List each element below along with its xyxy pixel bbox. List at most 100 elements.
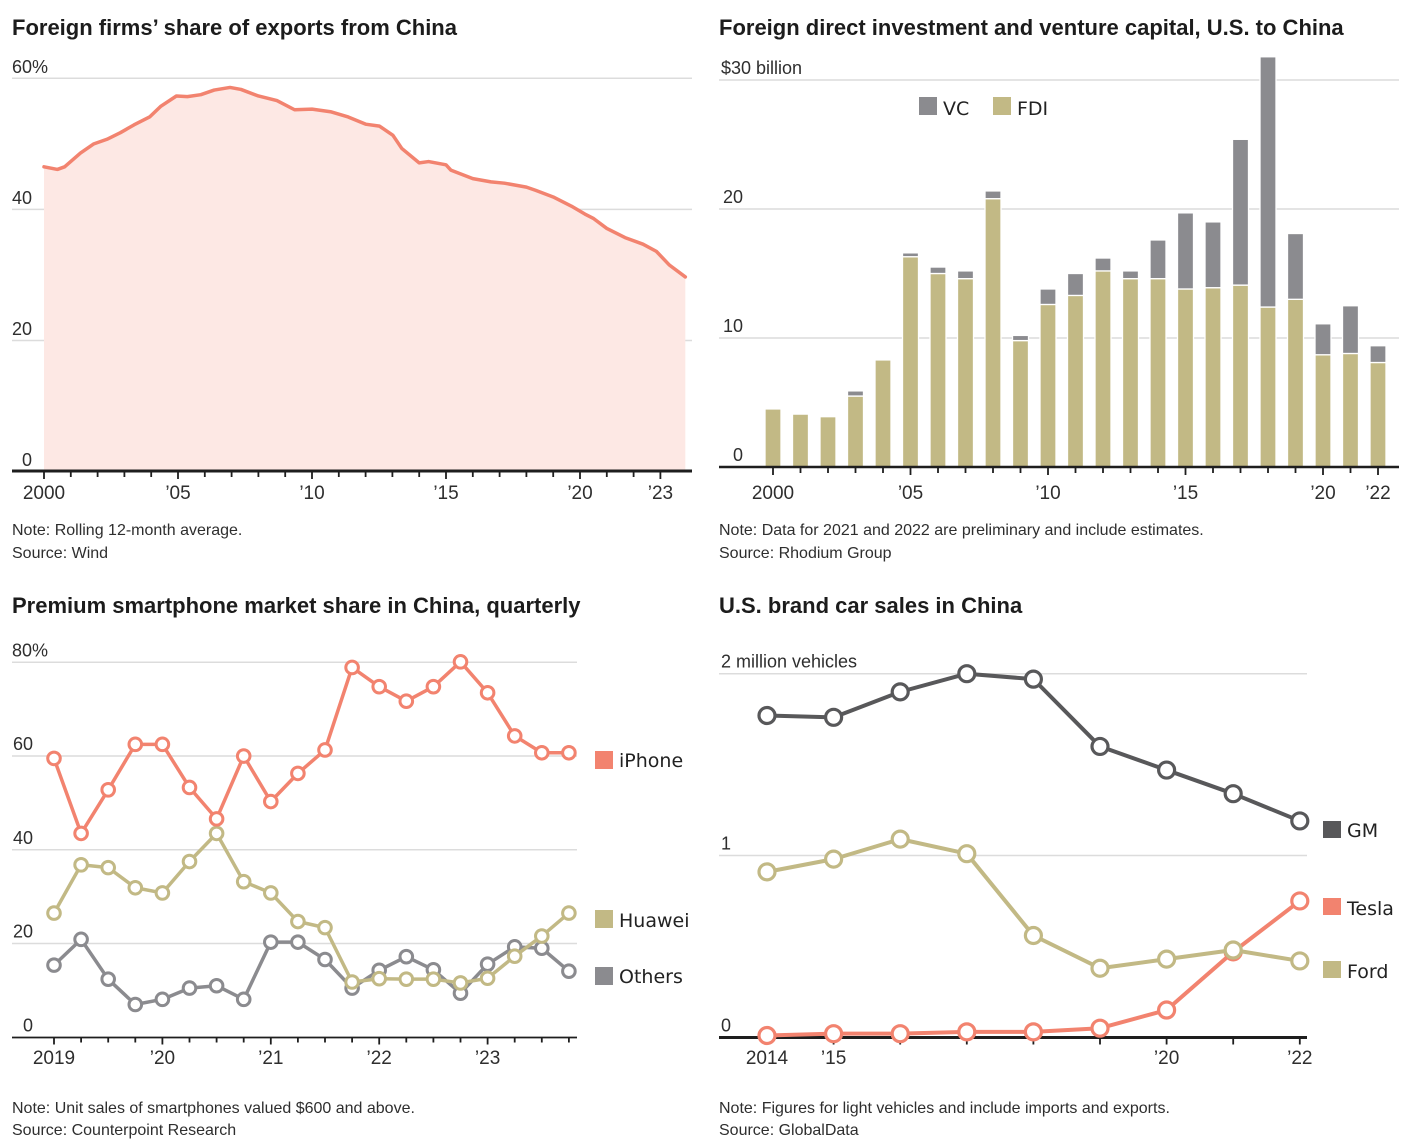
x-tick-label: ’23 bbox=[648, 483, 673, 504]
data-point-others bbox=[479, 956, 496, 972]
bar-vc bbox=[1259, 56, 1277, 308]
x-tick-label: ’21 bbox=[258, 1048, 283, 1069]
data-point-ford bbox=[1290, 951, 1310, 971]
legend-swatch-iphone bbox=[595, 751, 613, 769]
data-point-others bbox=[73, 931, 89, 948]
x-tick-label: 2000 bbox=[752, 483, 794, 504]
chart-source: Source: Wind bbox=[12, 545, 108, 562]
data-point-others bbox=[290, 934, 306, 950]
x-tick-label: 2014 bbox=[746, 1048, 789, 1069]
y-tick-label: 20 bbox=[12, 319, 32, 339]
bar-fdi bbox=[929, 272, 947, 468]
data-point-gm bbox=[757, 705, 777, 726]
bar-fdi bbox=[1011, 339, 1030, 468]
legend-label-fdi: FDI bbox=[1017, 98, 1048, 120]
data-point-huawei bbox=[561, 905, 577, 921]
legend-label-gm: GM bbox=[1347, 820, 1378, 842]
data-point-others bbox=[100, 971, 116, 987]
bar-vc bbox=[1039, 288, 1057, 306]
bar-fdi bbox=[1231, 284, 1250, 468]
data-point-ford bbox=[1023, 925, 1044, 946]
data-point-gm bbox=[1290, 811, 1310, 831]
bar-vc bbox=[1231, 138, 1250, 286]
bar-vc bbox=[1341, 305, 1360, 355]
bar-vc bbox=[1286, 232, 1305, 300]
data-point-ford bbox=[823, 849, 844, 869]
y-tick-label: 1 bbox=[721, 834, 731, 854]
legend-label-huawei: Huawei bbox=[619, 910, 689, 932]
y-tick-label: 80% bbox=[12, 640, 48, 660]
bar-vc bbox=[901, 252, 920, 258]
data-point-others bbox=[154, 991, 171, 1008]
data-point-ford bbox=[890, 829, 910, 849]
data-point-iphone bbox=[263, 793, 279, 810]
data-point-tesla bbox=[1156, 1000, 1177, 1020]
data-point-iphone bbox=[181, 779, 198, 796]
bar-fdi bbox=[1066, 294, 1085, 468]
data-point-gm bbox=[823, 707, 844, 727]
data-point-huawei bbox=[127, 879, 144, 896]
bar-vc bbox=[1369, 345, 1387, 364]
x-tick-label: ’22 bbox=[1287, 1048, 1312, 1069]
legend: iPhone Huawei Others bbox=[595, 750, 689, 988]
chart-note: Note: Rolling 12-month average. bbox=[12, 522, 242, 539]
data-point-gm bbox=[957, 664, 977, 684]
data-point-ford bbox=[957, 844, 977, 864]
chart-source: Source: Rhodium Group bbox=[719, 545, 892, 562]
series-line bbox=[42, 85, 688, 279]
data-point-iphone bbox=[317, 742, 333, 758]
bar-vc bbox=[846, 390, 865, 397]
legend-swatch-ford bbox=[1323, 961, 1341, 978]
bar-fdi bbox=[1259, 306, 1277, 468]
legend-label-ford: Ford bbox=[1347, 961, 1388, 983]
data-point-others bbox=[208, 977, 225, 994]
data-point-gm bbox=[1090, 736, 1110, 757]
legend-label-vc: VC bbox=[943, 98, 969, 120]
legend: VC FDI bbox=[919, 97, 1048, 120]
legend-label-others: Others bbox=[619, 966, 683, 988]
data-point-others bbox=[561, 963, 577, 980]
chart-title: Foreign firms’ share of exports from Chi… bbox=[12, 15, 458, 40]
data-point-iphone bbox=[73, 825, 89, 842]
data-point-gm bbox=[1156, 760, 1177, 780]
data-point-iphone bbox=[506, 728, 523, 744]
data-point-huawei bbox=[181, 853, 198, 870]
data-point-others bbox=[398, 948, 415, 965]
chart-source: Source: GlobalData bbox=[719, 1122, 859, 1139]
data-point-huawei bbox=[263, 885, 279, 901]
data-point-iphone bbox=[290, 765, 306, 782]
data-point-others bbox=[263, 934, 279, 950]
x-tick-label: ’15 bbox=[1173, 483, 1198, 504]
data-point-iphone bbox=[235, 748, 252, 764]
bar-fdi bbox=[1204, 287, 1222, 468]
bar-vc bbox=[1149, 239, 1167, 280]
chart-car-sales: U.S. brand car sales in China 2 million … bbox=[719, 593, 1394, 1139]
bar-fdi bbox=[819, 416, 837, 468]
data-point-ford bbox=[1156, 949, 1177, 969]
chart-smartphone-share: Premium smartphone market share in China… bbox=[12, 593, 689, 1139]
bar-fdi bbox=[846, 395, 865, 468]
bar-fdi bbox=[1341, 352, 1360, 468]
data-point-tesla bbox=[1290, 891, 1310, 911]
legend-label-iphone: iPhone bbox=[619, 750, 683, 772]
data-point-ford bbox=[1090, 958, 1110, 978]
bar-fdi bbox=[1369, 361, 1387, 468]
plot-area: 60% 40 20 0 2000 ’05 ’10 ’15 ’20 ’23 bbox=[12, 57, 692, 504]
bar-vc bbox=[1094, 257, 1112, 272]
plot-area: 2 million vehicles 1 0 2014 ’15 ’20 ’22 bbox=[719, 652, 1312, 1069]
data-point-huawei bbox=[290, 913, 306, 930]
y-tick-label: 2 million vehicles bbox=[721, 652, 857, 672]
data-point-tesla bbox=[890, 1024, 910, 1044]
data-point-others bbox=[317, 951, 333, 968]
x-tick-label: 2019 bbox=[33, 1048, 75, 1069]
y-tick-label: 0 bbox=[733, 445, 743, 465]
data-point-gm bbox=[1223, 784, 1243, 804]
data-point-others bbox=[235, 991, 252, 1008]
data-point-iphone bbox=[46, 750, 62, 767]
data-point-others bbox=[46, 957, 62, 973]
x-tick-label: ’15 bbox=[433, 483, 458, 504]
data-point-huawei bbox=[506, 948, 523, 965]
y-tick-label: $30 billion bbox=[721, 58, 802, 78]
bar-vc bbox=[1011, 334, 1030, 342]
